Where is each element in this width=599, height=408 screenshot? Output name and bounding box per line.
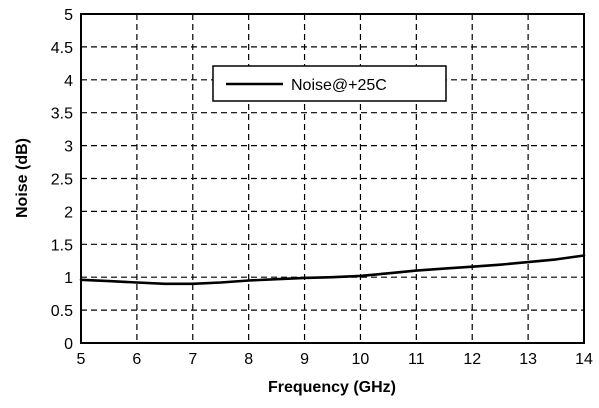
y-tick-label: 0.5 [51,303,73,320]
y-tick-label: 0 [64,336,73,353]
x-tick-label: 8 [244,351,253,368]
x-tick-label: 6 [132,351,141,368]
x-tick-label: 12 [463,351,481,368]
legend-label: Noise@+25C [291,77,387,94]
tick-labels: 5 6 7 8 9 10 11 12 13 14 0 0.5 1 1.5 2 2.5 3 3.5 4 4.5 5 [51,7,593,368]
y-tick-label: 5 [64,7,73,24]
x-tick-label: 13 [519,351,537,368]
y-axis-title: Noise (dB) [14,138,31,218]
x-tick-label: 14 [575,351,593,368]
y-tick-label: 4 [64,73,73,90]
y-tick-label: 3.5 [51,106,73,123]
x-tick-label: 7 [188,351,197,368]
series-layer [79,254,586,286]
y-tick-label: 1 [64,270,73,287]
x-tick-label: 11 [408,351,425,368]
grid-layer [81,14,584,343]
series-line-noise-25c [79,254,586,286]
x-tick-label: 9 [300,351,309,368]
x-tick-label: 10 [352,351,370,368]
y-tick-label: 3 [64,139,73,156]
x-axis-title: Frequency (GHz) [268,379,396,396]
plot-area-frame [80,13,585,344]
y-tick-label: 2 [64,204,73,221]
y-tick-label: 4.5 [51,40,73,57]
y-tick-label: 2.5 [51,172,73,189]
x-tick-label: 5 [77,351,86,368]
y-tick-label: 1.5 [51,237,73,254]
legend: Noise@+25C [212,65,447,102]
